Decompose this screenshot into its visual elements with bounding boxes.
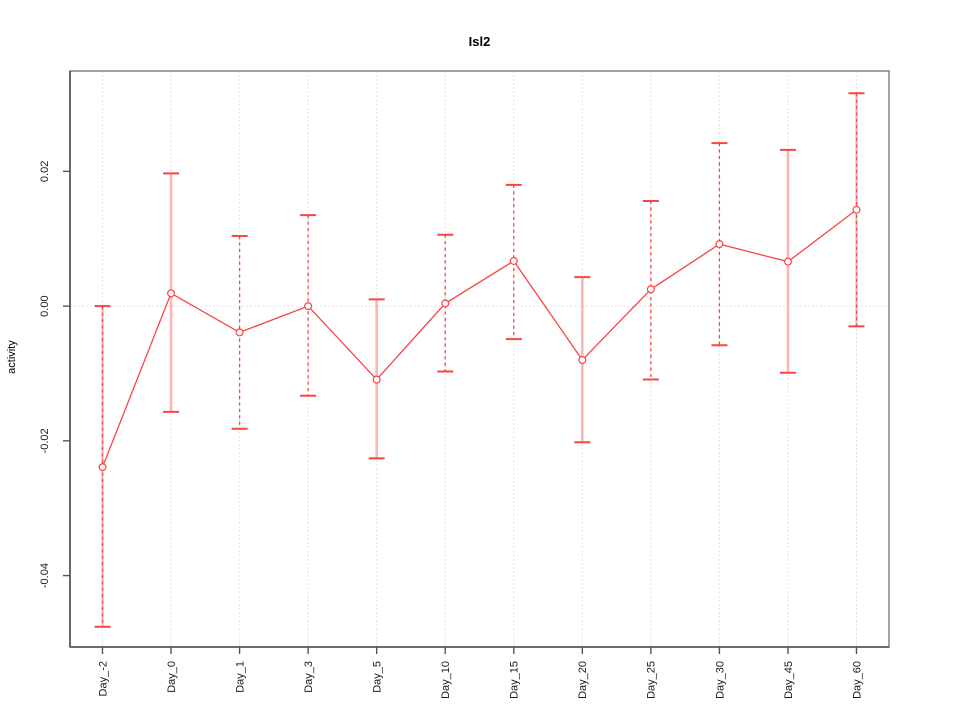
data-point [715,240,724,249]
data-point [304,302,313,311]
x-tick-label: Day_15 [509,661,521,699]
x-tick-label: Day_20 [577,661,589,699]
x-tick-label: Day_1 [234,661,246,693]
x-tick-label: Day_60 [851,661,863,699]
y-tick-label: -0.04 [39,563,51,588]
data-point [235,328,244,337]
data-point [372,375,381,384]
data-point [509,256,518,265]
y-tick-label: -0.02 [39,428,51,453]
x-tick-label: Day_10 [440,661,452,699]
plot-box [69,70,890,648]
data-point [441,299,450,308]
x-tick-label: Day_25 [646,661,658,699]
x-tick-label: Day_45 [783,661,795,699]
x-tick-label: Day_30 [714,661,726,699]
data-point [783,257,792,266]
data-point [646,285,655,294]
x-tick-label: Day_5 [372,661,384,693]
y-tick-label: 0.00 [39,295,51,316]
x-tick-label: Day_-2 [97,661,109,696]
data-point [167,289,176,298]
chart-title: Isl2 [468,34,491,49]
data-point [578,356,587,365]
y-axis-title: activity [6,340,18,374]
data-point [852,205,861,214]
x-tick-label: Day_0 [166,661,178,693]
x-tick-label: Day_3 [303,661,315,693]
series-line [101,209,857,468]
data-point [98,463,107,472]
y-tick-label: 0.02 [39,161,51,182]
